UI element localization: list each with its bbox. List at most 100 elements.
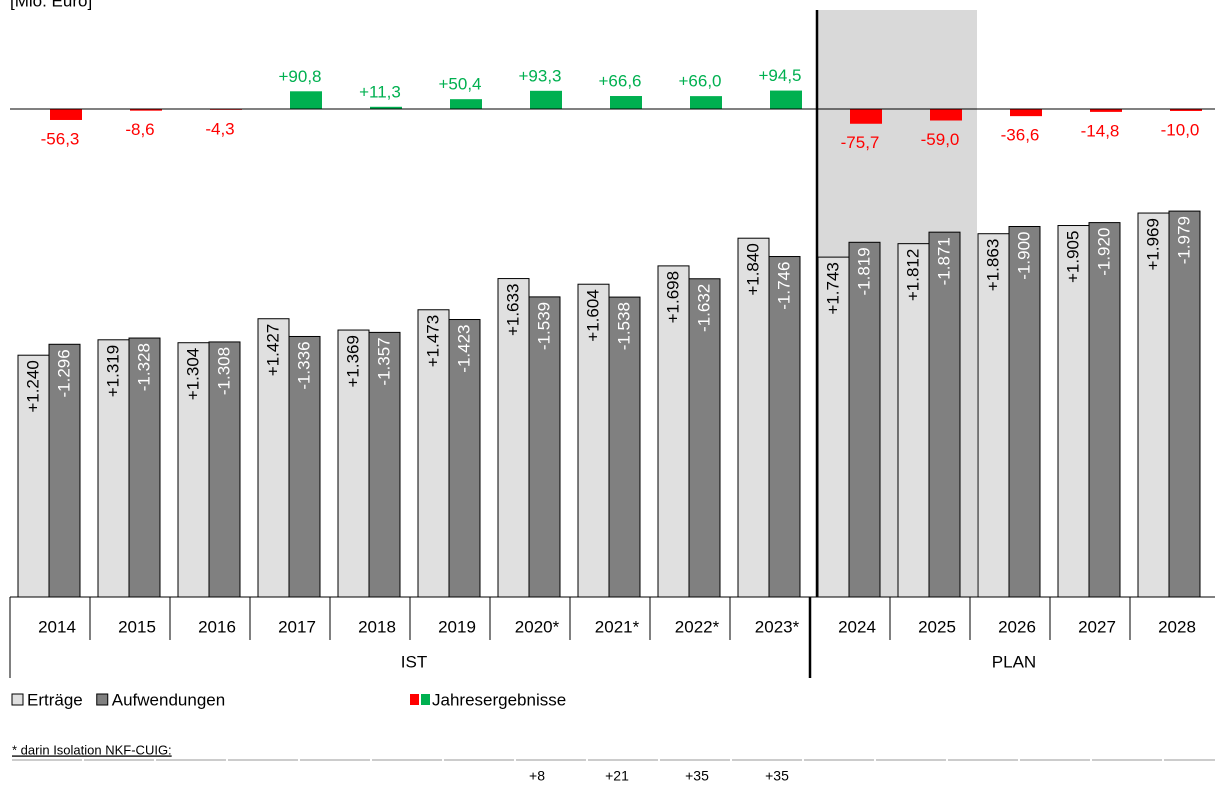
result-bar xyxy=(850,109,882,124)
bar xyxy=(848,241,881,598)
bar-label: +1.369 xyxy=(343,335,362,387)
result-label: -14,8 xyxy=(1081,121,1120,140)
bar xyxy=(417,309,450,598)
bar-label: -1.871 xyxy=(934,237,953,285)
bar xyxy=(577,283,610,598)
result-label: -4,3 xyxy=(205,119,234,138)
x-tick-label: 2028 xyxy=(1158,617,1196,636)
result-label: -75,7 xyxy=(841,133,880,152)
bar xyxy=(288,335,321,598)
result-label: +66,0 xyxy=(678,72,721,91)
bar-label: +1.604 xyxy=(583,289,602,341)
result-label: +94,5 xyxy=(758,66,801,85)
result-bar xyxy=(1010,109,1042,117)
footnote-value: +21 xyxy=(605,768,629,784)
x-tick-label: 2027 xyxy=(1078,617,1116,636)
bar-label: +1.633 xyxy=(503,284,522,336)
x-tick-label: 2021* xyxy=(595,617,640,636)
x-tick-label: 2016 xyxy=(198,617,236,636)
result-label: -59,0 xyxy=(921,130,960,149)
bar-label: -1.632 xyxy=(694,284,713,332)
bar-label: -1.308 xyxy=(214,347,233,395)
bar-label: +1.905 xyxy=(1063,231,1082,283)
result-bar xyxy=(370,106,402,109)
bar-label: +1.969 xyxy=(1143,218,1162,270)
legend-swatch xyxy=(96,693,109,706)
bar xyxy=(657,265,690,598)
footnote-value: +8 xyxy=(529,768,545,784)
bar xyxy=(448,319,481,598)
legend-label: Erträge xyxy=(27,690,83,709)
x-tick-label: 2024 xyxy=(838,617,876,636)
bar-label: -1.328 xyxy=(134,343,153,391)
result-bar xyxy=(1090,109,1122,112)
result-label: +50,4 xyxy=(438,75,481,94)
result-bar xyxy=(290,91,322,109)
bar-label: -1.979 xyxy=(1174,216,1193,264)
bar-label: -1.819 xyxy=(854,247,873,295)
bar xyxy=(128,337,161,598)
result-bar xyxy=(610,96,642,109)
bar-label: +1.473 xyxy=(423,315,442,367)
unit-label: [Mio. Euro] xyxy=(10,0,92,10)
footnote-value: +35 xyxy=(765,768,789,784)
bar-label: -1.336 xyxy=(294,341,313,389)
bar xyxy=(1137,212,1170,598)
bar xyxy=(1088,222,1121,598)
footnote: * darin Isolation NKF-CUIG: xyxy=(12,742,172,757)
legend-label: Jahresergebnisse xyxy=(432,690,566,709)
bar xyxy=(1008,226,1041,598)
bar xyxy=(528,296,561,598)
footnote-value: +35 xyxy=(685,768,709,784)
bar xyxy=(608,296,641,598)
x-tick-label: 2023* xyxy=(755,617,800,636)
x-tick-label: 2020* xyxy=(515,617,560,636)
bar xyxy=(897,243,930,598)
result-bar xyxy=(690,96,722,109)
result-bar xyxy=(770,90,802,109)
bar-label: -1.539 xyxy=(534,302,553,350)
x-tick-label: 2026 xyxy=(998,617,1036,636)
bar xyxy=(768,256,801,598)
result-bar xyxy=(930,109,962,121)
legend-swatch xyxy=(410,694,419,705)
group-label: PLAN xyxy=(992,652,1036,671)
bar-label: +1.427 xyxy=(263,324,282,376)
x-tick-label: 2019 xyxy=(438,617,476,636)
bar xyxy=(1168,210,1201,598)
bar-label: +1.240 xyxy=(23,360,42,412)
bar-label: -1.900 xyxy=(1014,232,1033,280)
result-bar xyxy=(130,109,162,111)
bar xyxy=(817,256,850,598)
x-tick-label: 2022* xyxy=(675,617,720,636)
result-bar xyxy=(530,90,562,109)
bar-label: +1.863 xyxy=(983,239,1002,291)
bar xyxy=(48,343,81,598)
bar-label: +1.319 xyxy=(103,345,122,397)
bar xyxy=(1057,225,1090,598)
bar-label: +1.840 xyxy=(743,243,762,295)
legend-label: Aufwendungen xyxy=(112,690,225,709)
bar xyxy=(17,354,50,598)
bar xyxy=(977,233,1010,598)
result-label: -56,3 xyxy=(41,129,80,148)
bar-label: -1.357 xyxy=(374,337,393,385)
result-label: -8,6 xyxy=(125,120,154,139)
x-tick-label: 2017 xyxy=(278,617,316,636)
result-bar xyxy=(1170,109,1202,111)
bar-label: -1.423 xyxy=(454,325,473,373)
legend-swatch xyxy=(421,694,430,705)
bar-label: -1.538 xyxy=(614,302,633,350)
bar-label: -1.920 xyxy=(1094,228,1113,276)
result-label: +11,3 xyxy=(359,82,401,101)
bar xyxy=(497,278,530,598)
result-label: +93,3 xyxy=(518,66,561,85)
result-bar xyxy=(50,109,82,120)
bar-label: +1.812 xyxy=(903,249,922,301)
x-tick-label: 2018 xyxy=(358,617,396,636)
bar xyxy=(368,331,401,598)
bar xyxy=(737,237,770,598)
bar xyxy=(928,231,961,598)
bar-label: -1.746 xyxy=(774,262,793,310)
